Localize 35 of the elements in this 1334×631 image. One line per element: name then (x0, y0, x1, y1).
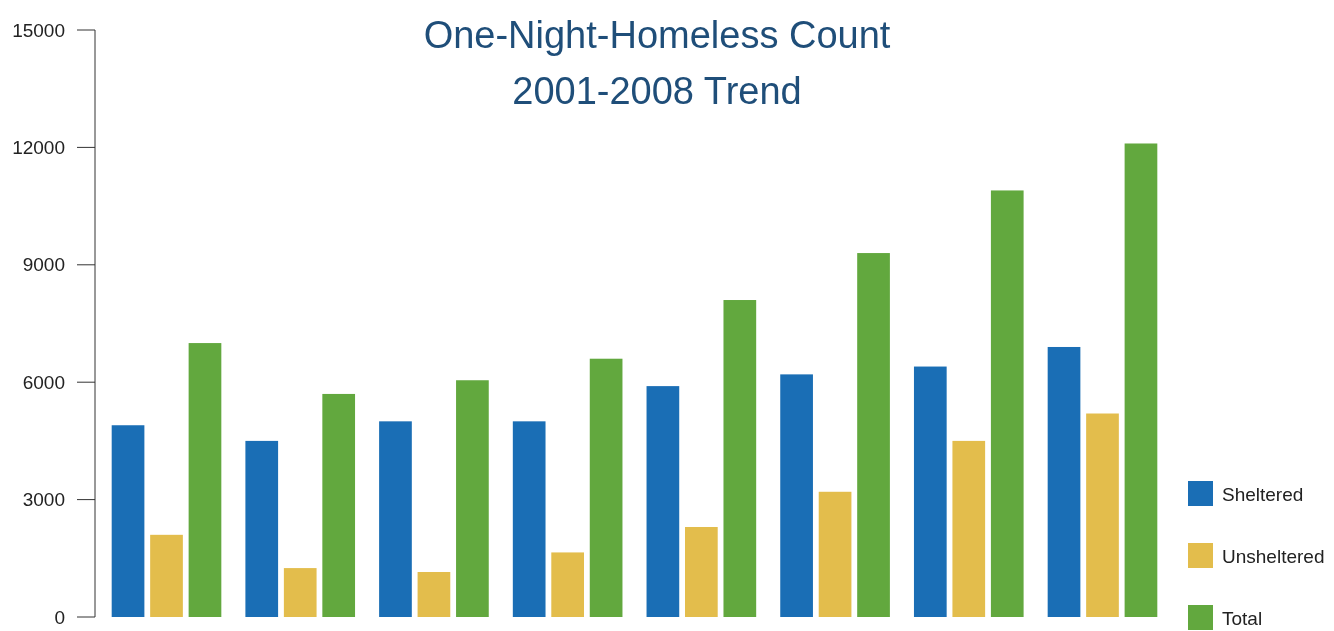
bar (990, 190, 1024, 617)
bar (589, 358, 623, 617)
bar (417, 572, 451, 617)
y-tick-label: 3000 (22, 489, 65, 511)
bar (1086, 413, 1119, 617)
bar (379, 421, 412, 617)
bar (857, 253, 890, 617)
text: 2001-2008 Trend (512, 70, 802, 112)
y-tick-label: 12000 (12, 137, 65, 159)
legend-label: Total (1222, 607, 1263, 629)
bar (188, 343, 222, 617)
y-tick-label: 15000 (12, 19, 65, 41)
y-tick-label: 6000 (22, 371, 65, 393)
bar (245, 440, 279, 617)
y-tick-label: 0 (54, 606, 65, 628)
bar (283, 568, 317, 617)
bar (322, 393, 356, 617)
bar (952, 440, 986, 617)
bar (111, 425, 145, 617)
chart-title: One-Night-Homeless Count (423, 14, 891, 56)
bar (551, 552, 584, 617)
bar (150, 534, 183, 617)
y-tick-label: 9000 (22, 254, 65, 276)
bar (456, 380, 489, 617)
bar (1124, 143, 1158, 617)
legend-label: Sheltered (1222, 483, 1304, 505)
legend-label: Unsheltered (1222, 545, 1325, 567)
bar (512, 421, 546, 617)
bar (685, 526, 718, 617)
bar (723, 300, 757, 617)
bar (646, 386, 680, 617)
bar (818, 491, 852, 617)
bar (780, 374, 813, 617)
bar (913, 366, 947, 617)
bar (1047, 346, 1081, 617)
